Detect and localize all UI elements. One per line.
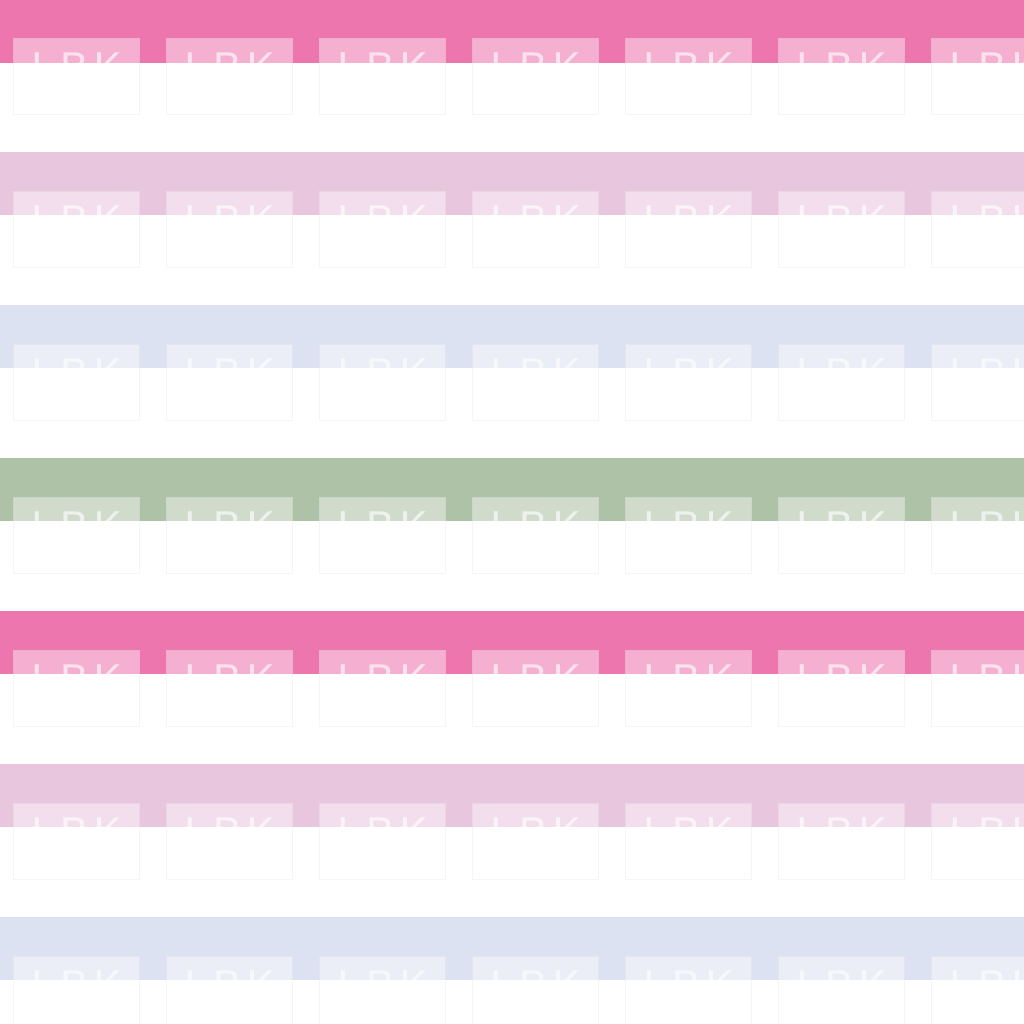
stripe-periwinkle-2 [0,917,1024,980]
stripe-hot-pink-1 [0,0,1024,63]
stripe-periwinkle-1 [0,305,1024,368]
stripe-light-pink-1 [0,152,1024,215]
stripe-light-pink-2 [0,764,1024,827]
stripe-sage-green-1 [0,458,1024,521]
stripe-hot-pink-2 [0,611,1024,674]
